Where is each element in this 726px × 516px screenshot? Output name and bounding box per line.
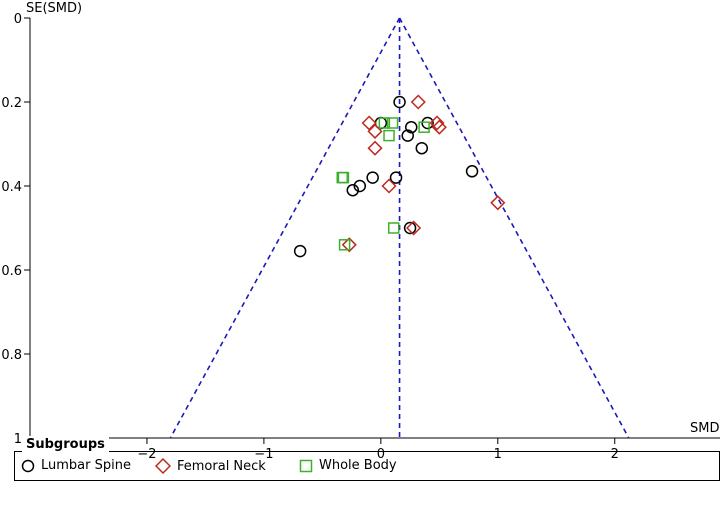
funnel-right-line: [398, 17, 630, 439]
x-tick-label: −1: [254, 447, 273, 462]
lumbar-spine-point: [346, 183, 360, 197]
x-tick-label: 0: [377, 447, 385, 462]
y-tick-label: 0.2: [1, 96, 22, 111]
whole-body-point: [378, 117, 391, 129]
legend-title: Subgroups: [22, 436, 109, 454]
femoral-neck-point: [381, 178, 397, 194]
femoral-neck-point: [361, 115, 377, 131]
legend-label-whole-body: Whole Body: [319, 458, 397, 473]
funnel-left-line: [169, 17, 401, 439]
y-tick-label: 1: [14, 432, 22, 447]
y-axis-title: SE(SMD): [26, 1, 82, 16]
square-marker-icon: [299, 459, 313, 472]
femoral-neck-point: [367, 123, 383, 139]
x-tick-label: 1: [494, 447, 502, 462]
femoral-neck-point: [341, 237, 357, 253]
diamond-marker-icon: [155, 458, 171, 474]
lumbar-spine-point: [353, 179, 367, 193]
lumbar-spine-point: [366, 171, 379, 184]
y-tick-label: 0.4: [1, 180, 22, 195]
legend-item-whole-body: Whole Body: [299, 458, 397, 473]
legend-label-lumbar-spine: Lumbar Spine: [41, 458, 131, 473]
whole-body-point: [338, 239, 351, 251]
femoral-neck-point: [431, 119, 447, 135]
lumbar-spine-point: [293, 244, 307, 258]
axes: 0 0.2 0.4 0.6 0.8 1 −2 −1 0 1 2: [1, 12, 720, 462]
femoral-neck-point: [490, 195, 506, 211]
data-points: [293, 94, 506, 258]
circle-marker-icon: [21, 459, 35, 472]
y-tick-label: 0: [14, 12, 22, 27]
x-axis-title: SMD: [690, 421, 719, 436]
whole-body-point: [386, 117, 399, 129]
x-tick-label: −2: [137, 447, 156, 462]
femoral-neck-point: [367, 140, 383, 156]
whole-body-point: [418, 121, 430, 133]
whole-body-point: [387, 222, 400, 234]
whole-body-point: [337, 171, 350, 184]
lumbar-spine-point: [401, 129, 414, 142]
lumbar-spine-point: [403, 221, 417, 235]
legend-item-lumbar-spine: Lumbar Spine: [21, 458, 131, 473]
y-tick-label: 0.6: [1, 264, 22, 279]
lumbar-spine-point: [405, 120, 418, 134]
lumbar-spine-point: [421, 116, 434, 130]
legend-item-femoral-neck: Femoral Neck: [155, 458, 266, 474]
y-tick-label: 0.8: [1, 348, 22, 363]
lumbar-spine-point: [465, 165, 479, 178]
femoral-neck-point: [410, 94, 426, 110]
x-tick-label: 2: [611, 447, 619, 462]
femoral-neck-point: [429, 115, 445, 131]
legend: Lumbar Spine Femoral Neck Whole Body: [14, 451, 720, 481]
funnel: [169, 17, 630, 439]
femoral-neck-point: [406, 220, 422, 236]
legend-label-femoral-neck: Femoral Neck: [177, 458, 266, 474]
lumbar-spine-point: [393, 95, 406, 109]
whole-body-point: [383, 129, 395, 142]
lumbar-spine-point: [389, 171, 403, 184]
lumbar-spine-point: [415, 141, 429, 155]
